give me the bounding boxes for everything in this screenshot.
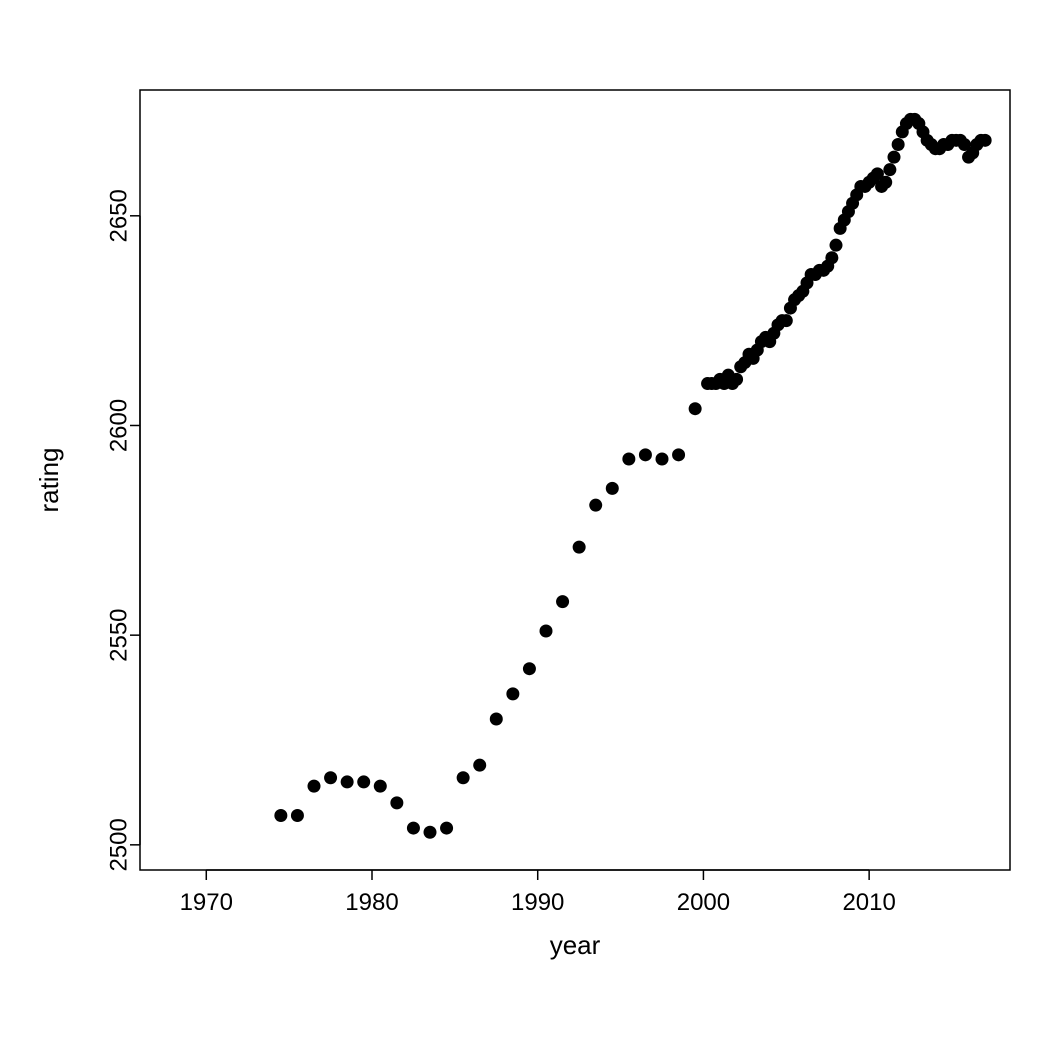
data-point	[523, 662, 536, 675]
data-point	[274, 809, 287, 822]
x-tick-label: 2000	[677, 889, 730, 916]
data-point	[424, 826, 437, 839]
y-tick-label: 2500	[105, 818, 132, 871]
y-tick-label: 2650	[105, 189, 132, 242]
data-point	[892, 138, 905, 151]
data-point	[606, 482, 619, 495]
data-point	[390, 796, 403, 809]
data-point	[730, 373, 743, 386]
x-tick-label: 1990	[511, 889, 564, 916]
data-point	[357, 775, 370, 788]
x-tick-label: 1970	[180, 889, 233, 916]
data-point	[689, 402, 702, 415]
data-point	[883, 163, 896, 176]
data-point	[341, 775, 354, 788]
y-tick-label: 2600	[105, 399, 132, 452]
data-point	[830, 239, 843, 252]
x-tick-label: 2010	[842, 889, 895, 916]
x-axis-label: year	[550, 930, 601, 960]
data-point	[490, 713, 503, 726]
data-point	[589, 499, 602, 512]
data-point	[540, 624, 553, 637]
data-point	[825, 251, 838, 264]
data-point	[639, 448, 652, 461]
data-point	[407, 822, 420, 835]
data-point	[573, 541, 586, 554]
data-point	[979, 134, 992, 147]
data-point	[308, 780, 321, 793]
data-point	[440, 822, 453, 835]
data-point	[457, 771, 470, 784]
data-point	[374, 780, 387, 793]
data-point	[879, 176, 892, 189]
y-tick-label: 2550	[105, 608, 132, 661]
data-point	[291, 809, 304, 822]
data-point	[506, 687, 519, 700]
data-point	[556, 595, 569, 608]
data-point	[473, 759, 486, 772]
data-point	[888, 151, 901, 164]
data-point	[656, 453, 669, 466]
data-point	[780, 314, 793, 327]
x-tick-label: 1980	[345, 889, 398, 916]
data-point	[622, 453, 635, 466]
y-axis-label: rating	[34, 447, 64, 512]
data-point	[672, 448, 685, 461]
data-point	[324, 771, 337, 784]
rating-scatter-chart: 1970 1980 1990 2000 2010 2500 2550 2600 2650 year…	[0, 0, 1050, 1050]
